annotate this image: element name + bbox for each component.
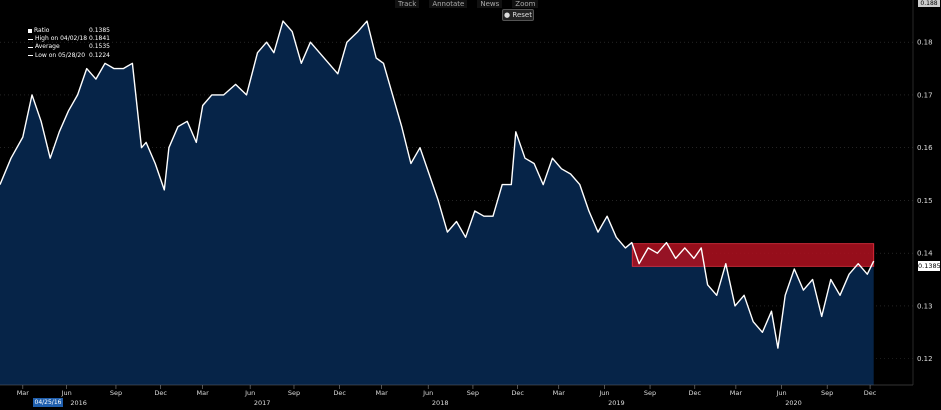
x-tick-label: Jun: [61, 389, 72, 397]
legend-high-label: High on 04/02/18: [35, 35, 88, 43]
x-tick-label: Jun: [422, 389, 433, 397]
last-value-box: 0.1385: [918, 261, 941, 271]
x-tick-label: Jun: [598, 389, 609, 397]
line-swatch-icon: [28, 55, 33, 57]
x-tick-label: Jun: [775, 389, 786, 397]
x-tick-label: Dec: [511, 389, 524, 397]
x-tick-label: Mar: [730, 389, 743, 397]
legend-ratio-value: 0.1385: [89, 27, 110, 34]
line-swatch-icon: [28, 38, 33, 40]
fill-swatch-icon: [28, 29, 32, 34]
y-tick-label: 0.12: [917, 355, 933, 363]
x-tick-label: Sep: [821, 389, 833, 397]
series-area: [0, 21, 874, 385]
x-tick-label: Mar: [17, 389, 30, 397]
reset-button[interactable]: ● Reset: [502, 9, 534, 21]
highlight-band: [631, 243, 875, 267]
legend-average: Average 0.1535: [28, 43, 110, 51]
x-tick-label: Sep: [644, 389, 656, 397]
chart-toolbar: Track Annotate News Zoom: [395, 0, 539, 8]
y-tick-label: 0.18: [917, 39, 933, 47]
legend-average-label: Average: [35, 43, 60, 51]
x-tick-label: Dec: [864, 389, 877, 397]
start-date-box: 04/25/16: [33, 398, 63, 407]
zoom-button[interactable]: Zoom: [512, 0, 539, 8]
x-year-label: 2019: [608, 399, 625, 407]
legend-low-value: 0.1224: [89, 51, 110, 59]
x-tick-label: Dec: [154, 389, 167, 397]
x-tick-label: Sep: [288, 389, 300, 397]
x-tick-label: Mar: [376, 389, 389, 397]
y-tick-label: 0.13: [917, 302, 933, 310]
legend-low: Low on 05/28/20 0.1224: [28, 52, 110, 60]
news-button[interactable]: News: [477, 0, 503, 8]
y-tick-label: 0.14: [917, 250, 933, 258]
y-tick-label: 0.17: [917, 91, 933, 99]
annotate-button[interactable]: Annotate: [429, 0, 468, 8]
x-tick-label: Sep: [110, 389, 122, 397]
x-year-label: 2017: [254, 399, 271, 407]
y-tick-label: 0.16: [917, 144, 933, 152]
legend: Ratio 0.1385 High on 04/02/18 0.1841 Ave…: [28, 27, 110, 60]
x-tick-label: Jun: [244, 389, 255, 397]
y-tick-label: 0.15: [917, 197, 933, 205]
x-tick-label: Mar: [197, 389, 210, 397]
x-tick-label: Sep: [467, 389, 479, 397]
legend-average-value: 0.1535: [89, 43, 110, 51]
x-tick-label: Mar: [553, 389, 566, 397]
track-button[interactable]: Track: [395, 0, 420, 8]
x-year-label: 2016: [70, 399, 87, 407]
legend-low-label: Low on 05/28/20: [35, 51, 86, 59]
legend-ratio-label: Ratio: [34, 27, 50, 34]
x-tick-label: Dec: [689, 389, 702, 397]
dash-swatch-icon: [28, 47, 33, 48]
x-year-label: 2020: [785, 399, 802, 407]
legend-ratio: Ratio 0.1385: [28, 27, 110, 35]
series-line: [0, 20, 875, 349]
reset-icon: ●: [504, 11, 511, 19]
reset-label: Reset: [512, 11, 532, 19]
axis-top-value: 0.188: [918, 0, 940, 7]
x-year-label: 2018: [432, 399, 449, 407]
x-tick-label: Dec: [333, 389, 346, 397]
legend-high: High on 04/02/18 0.1841: [28, 35, 110, 43]
legend-high-value: 0.1841: [89, 35, 110, 43]
